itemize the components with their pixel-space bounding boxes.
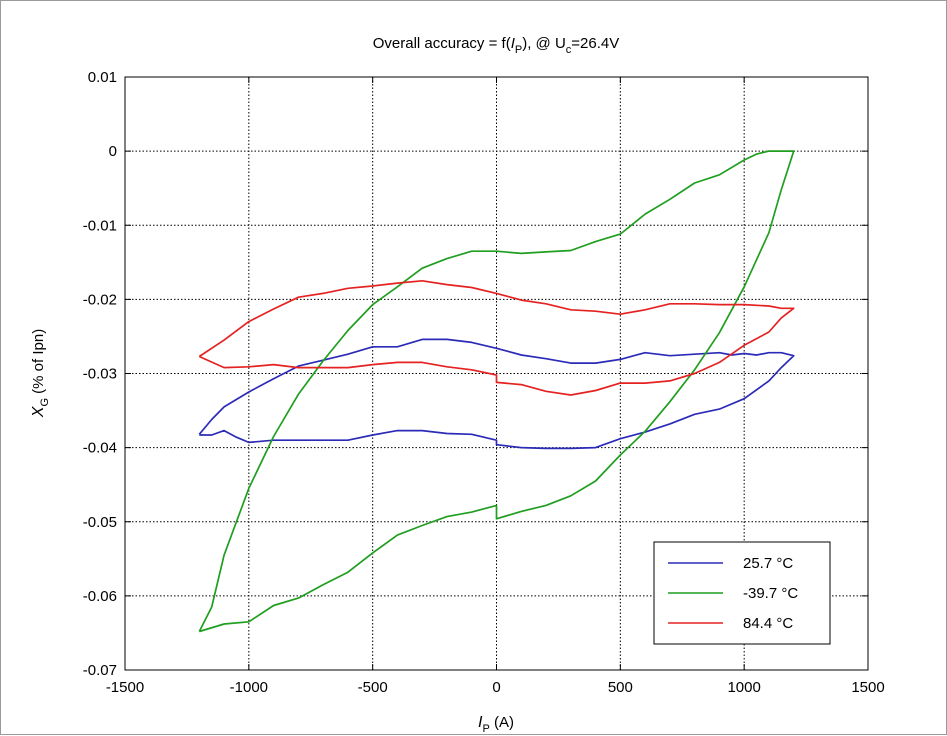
legend: 25.7 °C -39.7 °C 84.4 °C [653, 541, 831, 645]
y-tick-label: 0 [109, 143, 117, 160]
x-tick-label: 1000 [727, 679, 760, 696]
series-line-1 [198, 150, 795, 633]
y-tick-label: -0.07 [83, 662, 117, 679]
legend-label-2: 84.4 °C [743, 615, 793, 632]
legend-label-1: -39.7 °C [743, 585, 798, 602]
series-line-0 [198, 338, 795, 450]
series-line-2 [198, 279, 795, 396]
ticks [124, 76, 869, 671]
x-tick-label: -500 [358, 679, 388, 696]
series-group [198, 150, 795, 633]
y-tick-label: -0.01 [83, 217, 117, 234]
y-tick-label: -0.03 [83, 366, 117, 383]
x-tick-label: -1500 [106, 679, 144, 696]
y-tick-label: -0.05 [83, 514, 117, 531]
y-axis-label: XG (% of Ipn) [30, 329, 51, 418]
y-tick-label: -0.02 [83, 291, 117, 308]
y-tick-labels: 0.01 0 -0.01 -0.02 -0.03 -0.04 -0.05 -0.06 -0.07 [83, 69, 117, 679]
legend-label-0: 25.7 °C [743, 555, 793, 572]
x-axis-label: IP (A) [478, 714, 514, 735]
y-tick-label: 0.01 [88, 69, 117, 86]
chart-title: Overall accuracy = f(IP), @ Uc=26.4V [373, 35, 620, 56]
x-tick-label: -1000 [230, 679, 268, 696]
x-tick-label: 0 [492, 679, 500, 696]
x-tick-label: 500 [608, 679, 633, 696]
y-tick-label: -0.06 [83, 588, 117, 605]
x-tick-labels: -1500 -1000 -500 0 500 1000 1500 [106, 679, 885, 696]
x-tick-label: 1500 [851, 679, 884, 696]
y-tick-label: -0.04 [83, 440, 117, 457]
